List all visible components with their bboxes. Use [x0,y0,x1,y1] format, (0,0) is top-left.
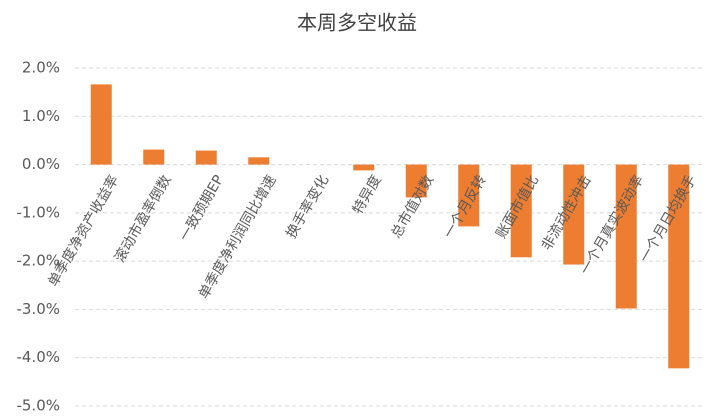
bar [615,164,637,309]
bar [458,164,480,227]
x-tick-label: 一致预期EP [177,173,228,244]
y-tick-label: 1.0% [22,107,60,125]
bar [563,164,585,265]
x-tick-label: 滚动市盈率倒数 [111,172,175,265]
bar [353,164,375,171]
x-tick-label: 单季度净资产收益率 [44,172,122,290]
x-tick-label: 一个月日均换手 [636,172,700,265]
y-tick-label: 0.0% [22,155,60,173]
y-tick-label: 2.0% [22,59,60,77]
y-tick-label: -4.0% [16,348,60,366]
y-tick-label: -3.0% [16,300,60,318]
bar [405,164,427,198]
bar [510,164,532,258]
y-tick-label: -2.0% [16,252,60,270]
chart-title: 本周多空收益 [297,11,417,35]
bar [668,164,690,369]
bar [195,150,217,165]
bar [90,84,112,165]
bar [143,149,165,165]
y-tick-label: -1.0% [16,203,60,221]
bar [248,157,270,165]
x-tick-label: 特异度 [350,173,385,217]
x-tick-label: 换手率变化 [282,172,332,241]
y-tick-label: -5.0% [16,397,60,415]
